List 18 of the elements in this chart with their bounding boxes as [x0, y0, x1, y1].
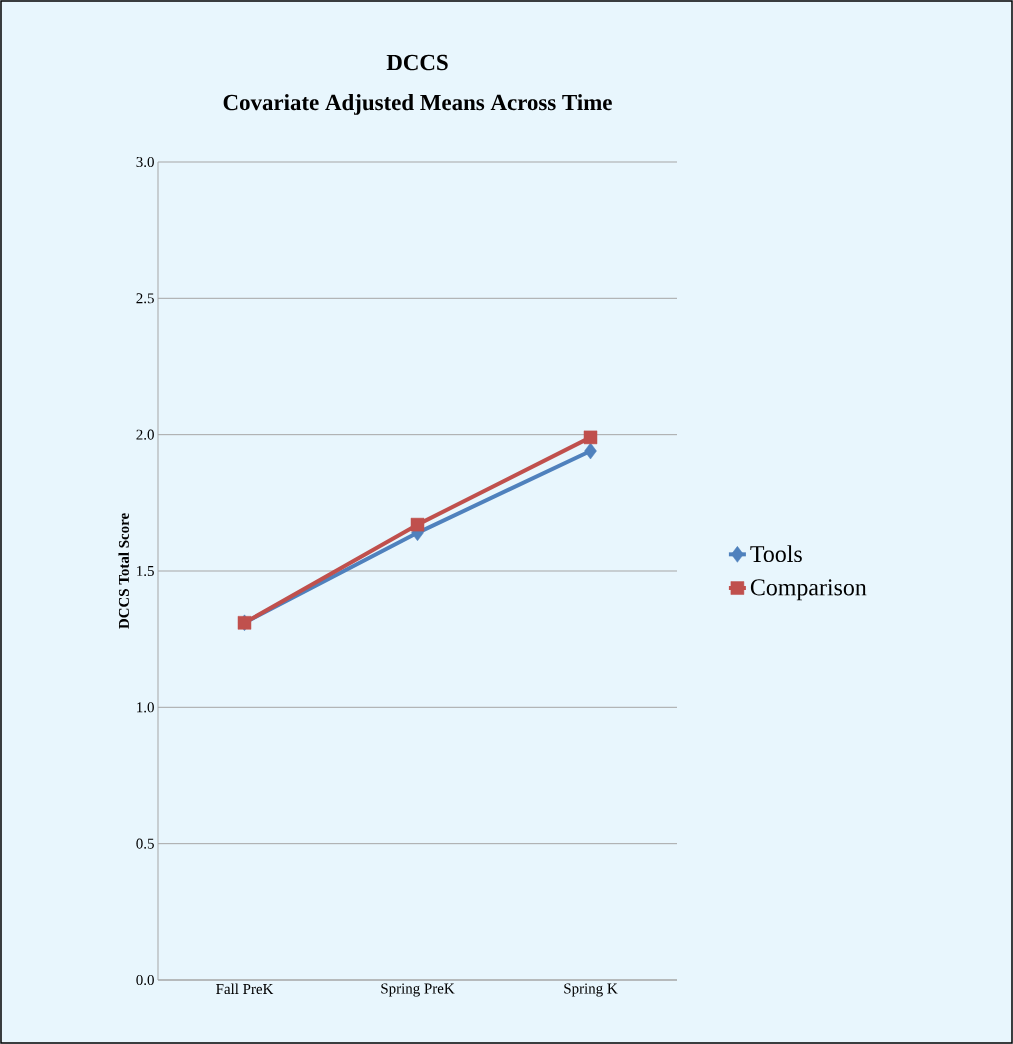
chart-subtitle: Covariate Adjusted Means Across Time: [223, 94, 612, 115]
y-tick-label: 0.5: [136, 838, 154, 849]
y-tick-label: 3.0: [136, 156, 154, 168]
x-tick-label: Spring PreK: [381, 983, 455, 997]
point: [410, 517, 425, 532]
y-axis-title: DCCS Total Score: [118, 513, 129, 629]
point: [583, 430, 598, 445]
y-tick-label: 1.0: [137, 702, 154, 713]
point: [584, 442, 597, 460]
x-tick-label: Fall PreK: [216, 983, 274, 995]
legend-label: Tools: [750, 545, 802, 563]
legend-label: Comparison: [750, 579, 867, 601]
y-tick-label: 2.0: [136, 429, 154, 440]
y-tick-label: 1.5: [137, 565, 154, 577]
y-tick-label: 0.0: [136, 974, 154, 986]
chart-title: DCCS: [386, 54, 448, 71]
y-tick-label: 2.5: [136, 293, 154, 304]
x-tick-label: Spring K: [564, 983, 618, 997]
